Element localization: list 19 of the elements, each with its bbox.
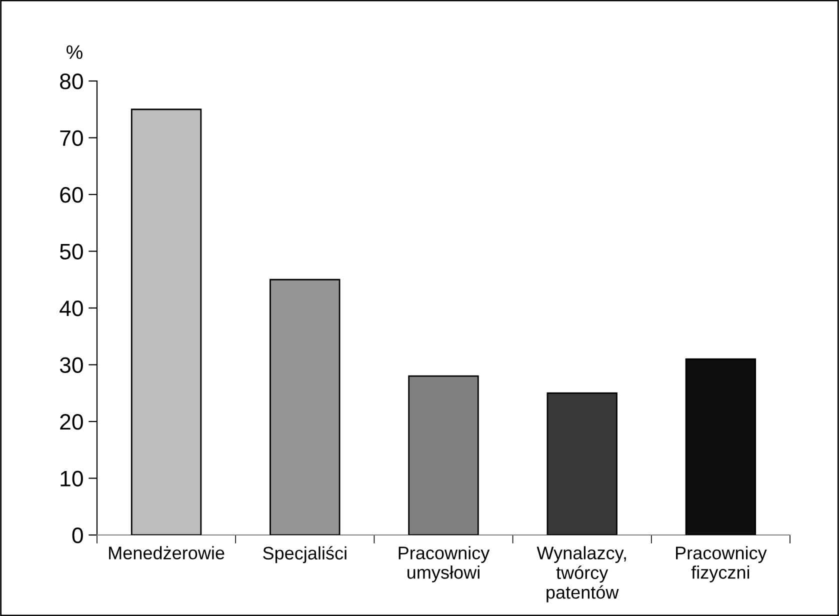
- y-tick-label: 50: [60, 244, 83, 260]
- y-tick-label: 10: [60, 470, 83, 487]
- x-tick-label: Menedżerowie: [109, 546, 224, 560]
- bar: [270, 278, 340, 535]
- y-tick-label: 40: [60, 300, 83, 316]
- y-axis-title: %: [66, 45, 82, 59]
- y-tick-label: 0: [72, 528, 83, 544]
- x-tick-label: Wynalazcy, twórcy patentów: [536, 546, 626, 602]
- bar: [685, 358, 756, 535]
- x-tick-label: Pracownicy umysłowi: [398, 546, 490, 582]
- bar: [130, 108, 202, 535]
- x-tick-label: Pracownicy fizyczni: [676, 546, 767, 582]
- bar: [546, 392, 618, 535]
- y-tick-label: 70: [60, 130, 83, 146]
- x-tick-label: Specjaliści: [263, 546, 346, 564]
- y-tick-label: 30: [60, 357, 83, 374]
- y-tick-label: 80: [60, 74, 83, 90]
- y-tick-label: 60: [60, 187, 83, 203]
- y-tick-label: 20: [60, 414, 83, 430]
